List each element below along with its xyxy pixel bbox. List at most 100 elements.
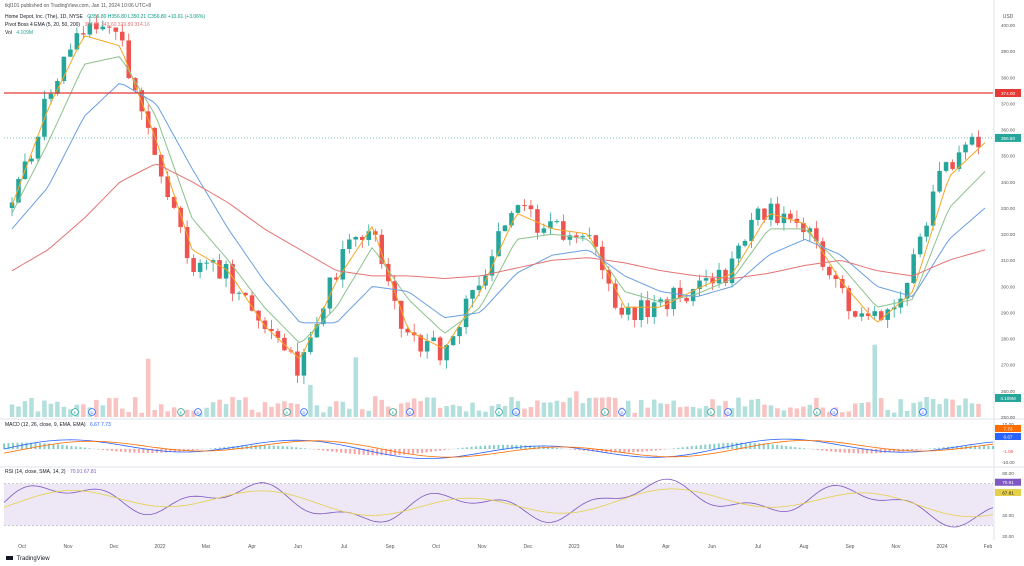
volume-bar — [632, 412, 637, 417]
macd-histogram-bar — [79, 447, 82, 449]
macd-histogram-bar — [735, 442, 738, 449]
volume-bar — [327, 406, 333, 417]
macd-histogram-bar — [83, 447, 86, 449]
macd-histogram-bar — [169, 449, 172, 453]
macd-histogram-bar — [344, 449, 347, 454]
candle-body — [347, 239, 352, 250]
x-tick-label: 2022 — [154, 544, 165, 550]
event-marker-label: E — [816, 410, 819, 415]
event-marker — [601, 408, 609, 416]
event-marker — [724, 408, 732, 416]
macd-histogram-bar — [528, 445, 531, 449]
candle-body — [736, 245, 741, 259]
price-tick-label: 330.00 — [1001, 206, 1015, 211]
volume-bar — [81, 404, 86, 417]
candle-body — [55, 80, 60, 94]
candle-body — [171, 197, 177, 208]
volume-bar — [9, 404, 15, 417]
macd-histogram-bar — [704, 444, 707, 449]
candle-body — [405, 328, 410, 333]
macd-histogram-bar — [920, 449, 923, 450]
candle-body — [574, 235, 579, 238]
volume-bar — [22, 401, 28, 417]
macd-histogram-bar — [866, 449, 869, 454]
volume-bar — [431, 397, 436, 417]
candle-body — [120, 31, 125, 41]
macd-histogram-bar — [843, 449, 846, 453]
macd-histogram-bar — [861, 449, 864, 454]
x-tick-label: Oct — [18, 544, 26, 550]
volume-bar — [684, 406, 689, 417]
candle-body — [833, 275, 839, 280]
candle-body — [716, 269, 722, 284]
volume-bar — [340, 401, 346, 417]
macd-histogram-bar — [596, 449, 599, 452]
candle-body — [677, 287, 683, 298]
macd-histogram-bar — [74, 446, 77, 449]
macd-histogram-bar — [349, 449, 352, 454]
event-marker — [707, 408, 715, 416]
macd-histogram-bar — [717, 443, 720, 449]
volume-bar — [762, 404, 767, 417]
last-price-label: 356.80 — [1001, 136, 1015, 141]
candle-body — [165, 176, 170, 198]
x-tick-label: Nov — [478, 544, 487, 550]
volume-bar — [366, 410, 372, 417]
macd-histogram-bar — [839, 449, 842, 453]
macd-histogram-bar — [70, 445, 73, 449]
macd-histogram-bar — [762, 443, 765, 449]
candle-body — [334, 277, 339, 280]
candle-body — [139, 90, 145, 112]
ema200-line — [11, 163, 986, 280]
macd-histogram-bar — [524, 445, 527, 449]
macd-histogram-bar — [614, 449, 617, 453]
volume-bar — [781, 410, 787, 417]
macd-histogram-bar — [421, 449, 424, 453]
macd-histogram-bar — [61, 444, 64, 449]
event-marker — [495, 408, 503, 416]
volume-bar — [191, 410, 196, 417]
macd-histogram-bar — [506, 444, 509, 449]
candle-body — [94, 23, 99, 30]
macd-histogram-bar — [461, 447, 464, 449]
volume-bar — [541, 402, 547, 417]
candle-body — [463, 298, 469, 328]
volume-bar — [256, 412, 261, 417]
macd-histogram-bar — [789, 446, 792, 449]
volume-bar — [171, 407, 177, 417]
volume-bar — [223, 404, 229, 417]
volume-bar — [353, 357, 359, 417]
candle-body — [535, 209, 540, 233]
candle-body — [308, 337, 313, 353]
volume-bar — [963, 398, 968, 417]
rsi-tick-label: 40.00 — [1002, 513, 1014, 518]
macd-histogram-bar — [497, 444, 500, 449]
candle-body — [658, 299, 663, 303]
x-tick-label: Jun — [294, 544, 302, 550]
event-marker-label: E — [604, 410, 607, 415]
macd-histogram-bar — [353, 449, 356, 455]
tradingview-logo[interactable]: TradingView — [6, 556, 50, 562]
macd-histogram-bar — [852, 449, 855, 454]
price-tick-label: 370.00 — [1001, 101, 1015, 106]
macd-histogram-bar — [551, 447, 554, 449]
macd-histogram-bar — [394, 449, 397, 456]
macd-histogram-bar — [659, 449, 662, 451]
volume-bar — [794, 408, 800, 417]
ema-legend: Pivot Boss 4 EMA (5, 20, 50, 200) 354.51… — [5, 22, 150, 28]
macd-histogram-bar — [128, 449, 131, 453]
candle-body — [865, 313, 871, 316]
volume-bar — [68, 409, 73, 417]
macd-line — [3, 438, 994, 459]
macd-histogram-bar — [218, 447, 221, 449]
macd-histogram-bar — [164, 449, 167, 453]
macd-histogram-bar — [672, 448, 675, 449]
macd-histogram-bar — [983, 445, 986, 449]
candle-body — [632, 306, 637, 321]
macd-histogram-bar — [749, 442, 752, 449]
candle-body — [418, 335, 423, 352]
ema20-line — [11, 56, 986, 344]
candle-body — [178, 207, 183, 228]
macd-histogram-label: -1.06 — [1003, 449, 1014, 454]
rsi-ma-badge — [995, 488, 1021, 496]
